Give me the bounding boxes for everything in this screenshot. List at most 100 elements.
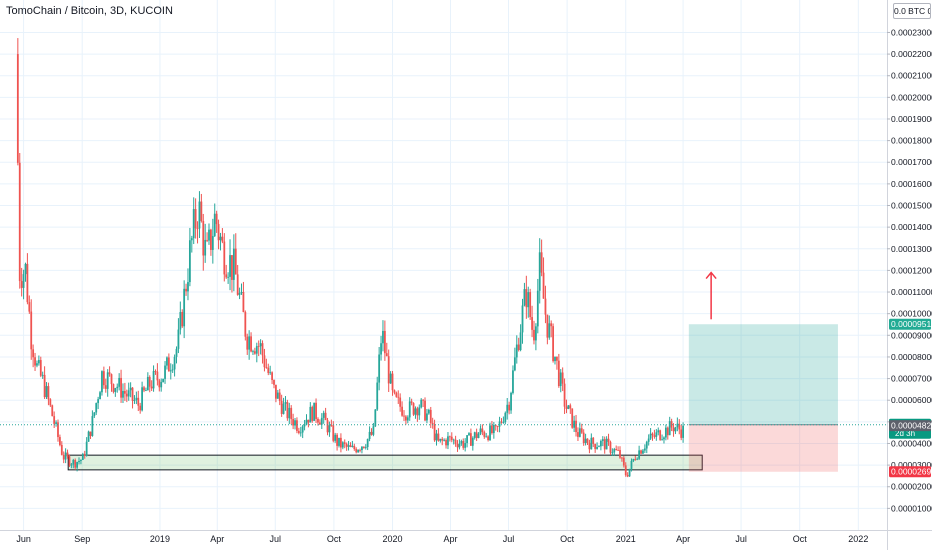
candle-body	[382, 330, 384, 344]
candle-body	[586, 438, 589, 443]
candle-body	[496, 426, 499, 427]
candle-body	[464, 443, 467, 448]
candle-body	[26, 263, 29, 303]
time-axis[interactable]: Jun Sep 2019 Apr Jul Oct 2020 Apr Jul Oct 2021 Apr J…	[0, 530, 932, 545]
candle-body	[166, 357, 168, 366]
candle-body	[265, 367, 268, 368]
support-zone-rect[interactable]	[67, 454, 703, 471]
price-tick-label: 0.00007000	[891, 374, 932, 384]
title-separator: ,	[103, 5, 110, 17]
candle-body	[351, 445, 354, 447]
candle-body	[680, 429, 683, 438]
time-tick-label: Oct	[560, 534, 575, 544]
candle-body	[643, 448, 646, 451]
candle-body	[634, 459, 637, 460]
candle-body	[45, 386, 48, 398]
candle-body	[414, 408, 417, 415]
currency-badge[interactable]: 0.0 BTC 00	[893, 3, 931, 19]
candle-body	[349, 445, 352, 447]
candle-body	[123, 390, 126, 394]
candles	[16, 38, 684, 478]
candle-body	[355, 448, 358, 453]
candle-body	[231, 255, 233, 280]
candle-body	[194, 209, 197, 229]
candle-body	[223, 241, 226, 275]
candle-body	[148, 376, 151, 387]
candle-body	[24, 263, 27, 275]
candle-body	[638, 450, 641, 459]
candle-body	[158, 380, 161, 388]
candle-body	[278, 392, 281, 401]
candle-body	[204, 239, 207, 256]
candle-body	[385, 353, 388, 357]
candle-body	[114, 388, 117, 392]
countdown-text: 2d 3h	[895, 429, 915, 438]
candle-body	[578, 428, 581, 437]
candle-body	[554, 356, 556, 362]
candle-body	[582, 432, 585, 444]
candle-body	[139, 405, 142, 411]
candle-body	[95, 403, 98, 413]
candle-body	[557, 360, 560, 387]
candle-body	[16, 54, 19, 163]
candle-body	[466, 435, 468, 444]
candle-body	[636, 458, 639, 460]
candle-body	[456, 444, 459, 448]
candle-body	[162, 378, 165, 383]
candle-body	[332, 425, 335, 441]
candle-body	[609, 441, 612, 453]
candle-body	[78, 460, 80, 463]
candle-body	[527, 292, 530, 308]
candle-body	[160, 382, 163, 388]
candle-body	[320, 417, 323, 425]
candle-body	[399, 397, 402, 407]
candle-body	[391, 373, 394, 391]
candle-body	[502, 422, 505, 423]
candle-body	[122, 390, 124, 398]
long-position-tool[interactable]	[0, 271, 887, 472]
candle-body	[36, 363, 38, 366]
candle-body	[485, 436, 488, 438]
candle-body	[206, 239, 208, 241]
price-tick-label: 0.00016000	[891, 179, 932, 189]
candle-body	[196, 228, 199, 230]
candle-body	[500, 421, 503, 423]
candle-body	[387, 356, 390, 384]
time-tick-label: 2019	[150, 534, 170, 544]
candle-body	[284, 402, 287, 404]
candle-body	[670, 421, 673, 428]
price-tick-label: 0.00021000	[891, 71, 932, 81]
candle-body	[97, 399, 100, 404]
candle-body	[171, 369, 174, 371]
candle-body	[458, 443, 461, 448]
candle-body	[68, 456, 71, 466]
candle-body	[309, 406, 312, 423]
price-label-tag	[889, 420, 931, 432]
candle-body	[202, 220, 205, 256]
candle-body	[236, 274, 239, 295]
candle-body	[80, 459, 82, 461]
candle-body	[282, 403, 285, 414]
candle-body	[192, 209, 195, 239]
candle-body	[615, 449, 618, 451]
candle-body	[489, 425, 491, 441]
candle-body	[141, 387, 143, 411]
candle-body	[666, 427, 669, 436]
candle-body	[250, 336, 252, 352]
time-tick-label: Jul	[735, 534, 747, 544]
candle-body	[51, 405, 54, 417]
candle-body	[603, 439, 606, 450]
candle-body	[544, 298, 547, 315]
candle-body	[435, 433, 438, 441]
candle-body	[328, 425, 331, 433]
loss-zone[interactable]	[688, 424, 838, 472]
candle-body	[621, 457, 623, 459]
candle-body	[315, 402, 317, 419]
profit-zone[interactable]	[688, 324, 838, 425]
candle-body	[563, 383, 566, 407]
candle-body	[510, 392, 512, 411]
price-axis[interactable]: 0.00001000 0.00002000 0.00003000 0.00004000…	[887, 0, 932, 550]
candle-body	[93, 412, 96, 417]
